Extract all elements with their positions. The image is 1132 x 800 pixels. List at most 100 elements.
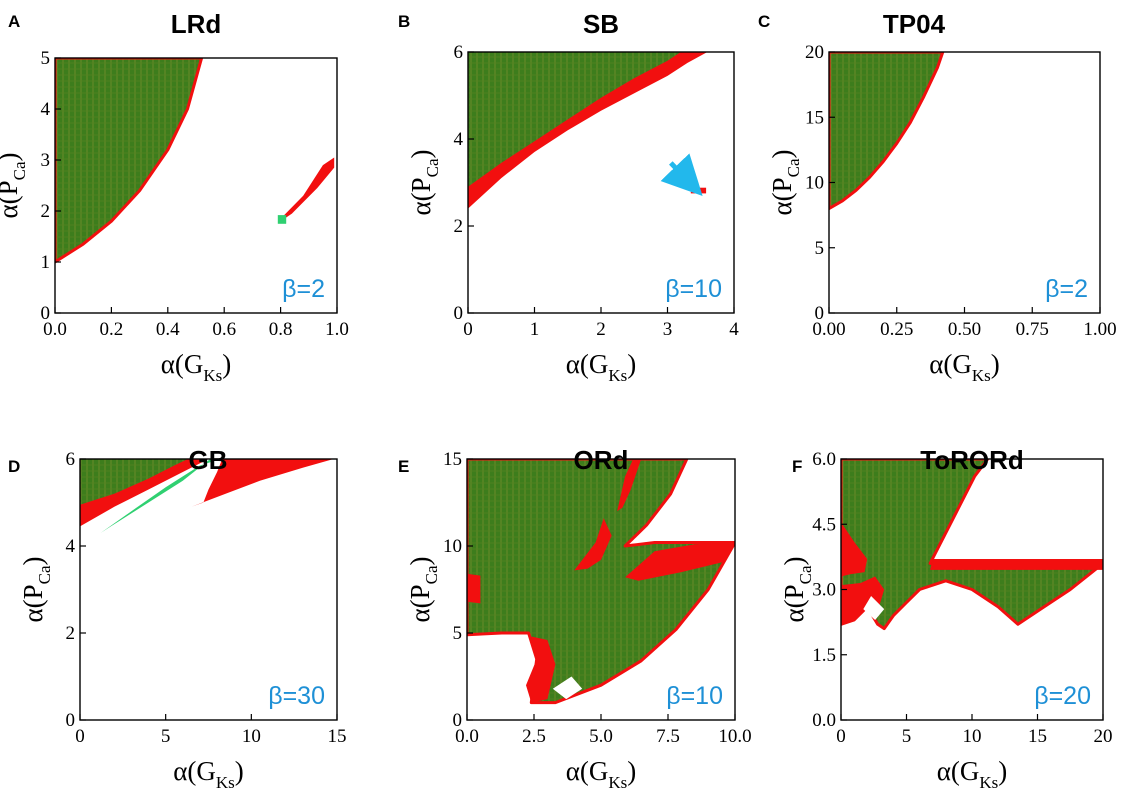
y-tick-label: 5 xyxy=(453,623,463,644)
x-tick-label: 0.8 xyxy=(269,319,293,340)
panel-c: 0.00 0.25 0.50 0.75 1.00 0 5 10 15 20 α(GKs) α(PCa)… xyxy=(758,9,1117,385)
y-tick-label: 0 xyxy=(66,710,76,731)
y-axis-label: α(PCa) xyxy=(405,556,441,622)
beta-annotation: β=2 xyxy=(1045,275,1088,303)
region-group xyxy=(55,58,335,264)
region-group xyxy=(468,52,708,209)
panel-title: ToRORd xyxy=(920,445,1024,475)
region-green-1 xyxy=(80,459,188,505)
panel-b: 0 1 2 3 4 0 2 4 6 α(GKs) α(PCa) SB Bβ=10 xyxy=(398,9,739,385)
region-white-6 xyxy=(552,676,583,700)
y-tick-label: 0 xyxy=(41,303,51,324)
beta-annotation: β=20 xyxy=(1034,682,1091,710)
y-tick-label: 15 xyxy=(443,449,462,470)
panel-title: SB xyxy=(583,9,619,39)
region-white-4 xyxy=(863,596,885,620)
y-axis-label: α(PCa) xyxy=(779,556,815,622)
y-tick-label: 2 xyxy=(66,623,76,644)
x-tick-label: 0.25 xyxy=(880,319,913,340)
x-tick-label: 0.75 xyxy=(1016,319,1049,340)
panels-group: 0.00.20.40.60.81.0012345α(GKs)α(PCa)LRdA… xyxy=(0,9,1117,792)
x-tick-label: 0 xyxy=(75,726,85,747)
y-tick-label: 20 xyxy=(805,42,824,63)
x-tick-label: 15 xyxy=(328,726,347,747)
x-axis-label: α(GKs) xyxy=(161,349,232,385)
panel-letter: A xyxy=(8,12,20,31)
x-axis-label: α(GKs) xyxy=(929,349,1000,385)
y-tick-label: 1 xyxy=(41,252,51,273)
x-tick-label: 2 xyxy=(596,319,606,340)
region-green-0 xyxy=(829,52,945,211)
region-group xyxy=(841,459,1103,631)
y-tick-label: 2 xyxy=(454,216,464,237)
x-tick-label: 20 xyxy=(1094,726,1113,747)
panel-letter: F xyxy=(792,457,802,476)
y-tick-label: 3 xyxy=(41,150,51,171)
panel-letter: B xyxy=(398,12,410,31)
y-tick-label: 2 xyxy=(41,201,51,222)
region-green-1 xyxy=(468,52,681,187)
y-tick-label: 0.0 xyxy=(812,710,836,731)
x-tick-label: 7.5 xyxy=(656,726,680,747)
region-red-2 xyxy=(690,187,707,194)
panel-title: ORd xyxy=(574,445,629,475)
y-tick-label: 5 xyxy=(41,48,51,69)
y-tick-label: 4 xyxy=(454,129,464,150)
y-axis-label: α(PCa) xyxy=(767,149,803,215)
x-tick-label: 1.0 xyxy=(325,319,349,340)
y-tick-label: 6 xyxy=(66,449,76,470)
region-red-1 xyxy=(930,559,1103,570)
y-tick-label: 1.5 xyxy=(812,645,836,666)
y-tick-label: 4 xyxy=(41,99,51,120)
region-red-3 xyxy=(191,459,334,507)
x-tick-label: 0 xyxy=(836,726,846,747)
y-axis-label: α(PCa) xyxy=(18,556,54,622)
x-tick-label: 0.00 xyxy=(812,319,845,340)
panel-letter: D xyxy=(8,457,20,476)
region-group xyxy=(80,459,334,533)
x-axis-label: α(GKs) xyxy=(566,349,637,385)
plot-frame xyxy=(79,458,338,721)
x-tick-label: 0.2 xyxy=(100,319,124,340)
y-tick-label: 6.0 xyxy=(812,449,836,470)
x-tick-label: 0.0 xyxy=(455,726,479,747)
region-red-1 xyxy=(625,542,735,581)
panel-d: 0 5 10 15 0 2 4 6 α(GKs) α(PCa) GB Dβ=30 xyxy=(8,445,347,792)
y-tick-label: 4 xyxy=(66,536,76,557)
panel-title: GB xyxy=(189,445,228,475)
region-red-1 xyxy=(280,157,335,222)
region-red-3 xyxy=(841,576,885,625)
region-lightgreen-2 xyxy=(277,215,287,224)
region-red-4 xyxy=(574,518,612,571)
region-red-2 xyxy=(841,522,868,577)
x-tick-label: 10.0 xyxy=(718,726,751,747)
x-tick-label: 1.00 xyxy=(1083,319,1116,340)
x-tick-label: 0.0 xyxy=(43,319,67,340)
region-red-3 xyxy=(467,573,481,604)
plot-frame xyxy=(54,57,338,314)
arrow-icon xyxy=(660,153,703,197)
region-group xyxy=(467,459,735,705)
x-tick-label: 0.4 xyxy=(156,319,180,340)
x-tick-label: 10 xyxy=(242,726,261,747)
beta-annotation: β=30 xyxy=(268,682,325,710)
region-group xyxy=(829,52,945,211)
y-tick-label: 0 xyxy=(454,303,464,324)
y-tick-label: 15 xyxy=(805,107,824,128)
x-tick-label: 2.5 xyxy=(522,726,546,747)
region-green-0 xyxy=(55,58,204,264)
x-axis-label: α(GKs) xyxy=(173,756,244,792)
region-red-5 xyxy=(617,459,642,512)
panel-title: TP04 xyxy=(883,9,946,39)
x-tick-label: 0.6 xyxy=(212,319,236,340)
beta-annotation: β=10 xyxy=(666,682,723,710)
panel-e: 0.0 2.5 5.0 7.5 10.0 0 5 10 15 α(GKs) α(PCa) ORd Eβ=… xyxy=(398,445,752,792)
y-tick-label: 10 xyxy=(805,173,824,194)
panel-f: 0 5 10 15 20 0.0 1.5 3.0 4.5 6.0 α(GKs) α(PCa) ToROR… xyxy=(779,445,1113,792)
x-axis-label: α(GKs) xyxy=(566,756,637,792)
panel-title: LRd xyxy=(171,9,222,39)
x-tick-label: 5 xyxy=(902,726,912,747)
x-tick-label: 15 xyxy=(1028,726,1047,747)
y-axis-label: α(PCa) xyxy=(0,152,29,218)
x-tick-label: 5 xyxy=(161,726,171,747)
